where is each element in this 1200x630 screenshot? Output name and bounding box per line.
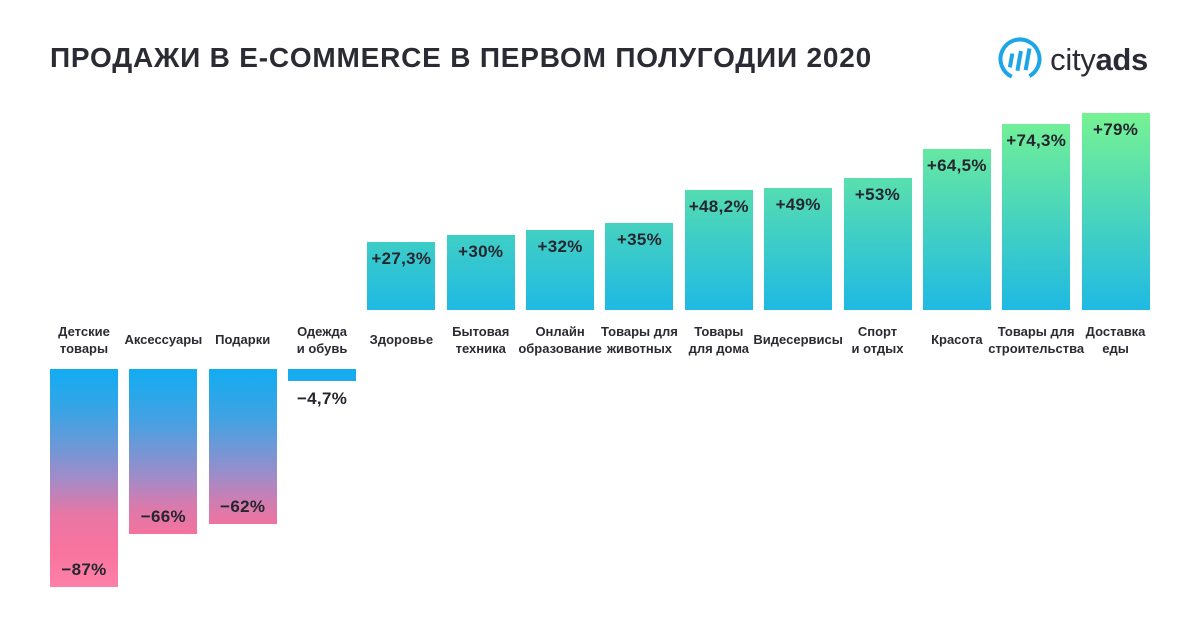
bar-category-label: Подарки (215, 332, 271, 348)
bar-13 (1002, 124, 1071, 310)
bar-value-label: −66% (140, 507, 186, 526)
bar-category-label: Аксессуары (124, 332, 203, 348)
bar-9 (684, 189, 753, 310)
bar-10 (764, 187, 833, 310)
bar-category-label: Доставка еды (1085, 323, 1146, 356)
bar-7 (526, 230, 595, 310)
bar-value-label: +64,5% (926, 155, 987, 175)
page-title: ПРОДАЖИ В E-COMMERCE В ПЕРВОМ ПОЛУГОДИИ … (50, 42, 872, 73)
bar-category-label: Онлайн образование (518, 323, 602, 356)
bar-category-label: Видесервисы (753, 332, 843, 348)
bar-category-label: Товары для животных (601, 323, 678, 356)
bar-category-label: Одежда и обувь (296, 323, 348, 356)
logo-text-ads: ads (1095, 41, 1148, 77)
bar-category-label: Детские товары (58, 323, 110, 356)
bar-category-label: Товары для строительства (988, 323, 1085, 356)
bar-value-label: −62% (220, 497, 266, 516)
logo-text: cityads (1050, 44, 1148, 75)
bar-category-label: Красота (931, 332, 983, 348)
bar-value-label: −4,7% (296, 388, 348, 408)
bar-2 (129, 369, 198, 534)
bar-value-label: +30% (458, 242, 504, 261)
bar-value-label: +35% (616, 229, 663, 249)
bar-value-label: +27,3% (371, 248, 432, 268)
bar-value-label: +32% (537, 237, 583, 256)
cityads-logo: cityads (997, 36, 1148, 82)
bar-value-label: +79% (1092, 119, 1139, 139)
bar-8 (605, 222, 674, 310)
bar-category-label: Товары для дома (688, 323, 749, 356)
logo-text-city: city (1050, 41, 1096, 77)
bar-value-label: +48,2% (688, 196, 749, 216)
bar-12 (922, 148, 991, 310)
bar-5 (367, 241, 436, 310)
bar-category-label: Бытовая техника (452, 323, 510, 356)
bar-6 (446, 235, 515, 310)
bar-11 (843, 177, 912, 310)
bar-1 (50, 369, 118, 587)
bar-14 (1081, 112, 1150, 310)
bar-category-label: Спорт и отдых (851, 323, 904, 356)
bar-value-label: +53% (854, 184, 901, 204)
bar-chart-circle-icon (998, 37, 1042, 81)
bar-value-label: +74,3% (1006, 131, 1067, 151)
bar-value-label: −87% (61, 559, 107, 579)
bar-category-label: Здоровье (369, 332, 434, 348)
bar-value-label: +49% (775, 194, 821, 214)
bar-3 (208, 369, 277, 524)
bar-4 (288, 369, 357, 381)
